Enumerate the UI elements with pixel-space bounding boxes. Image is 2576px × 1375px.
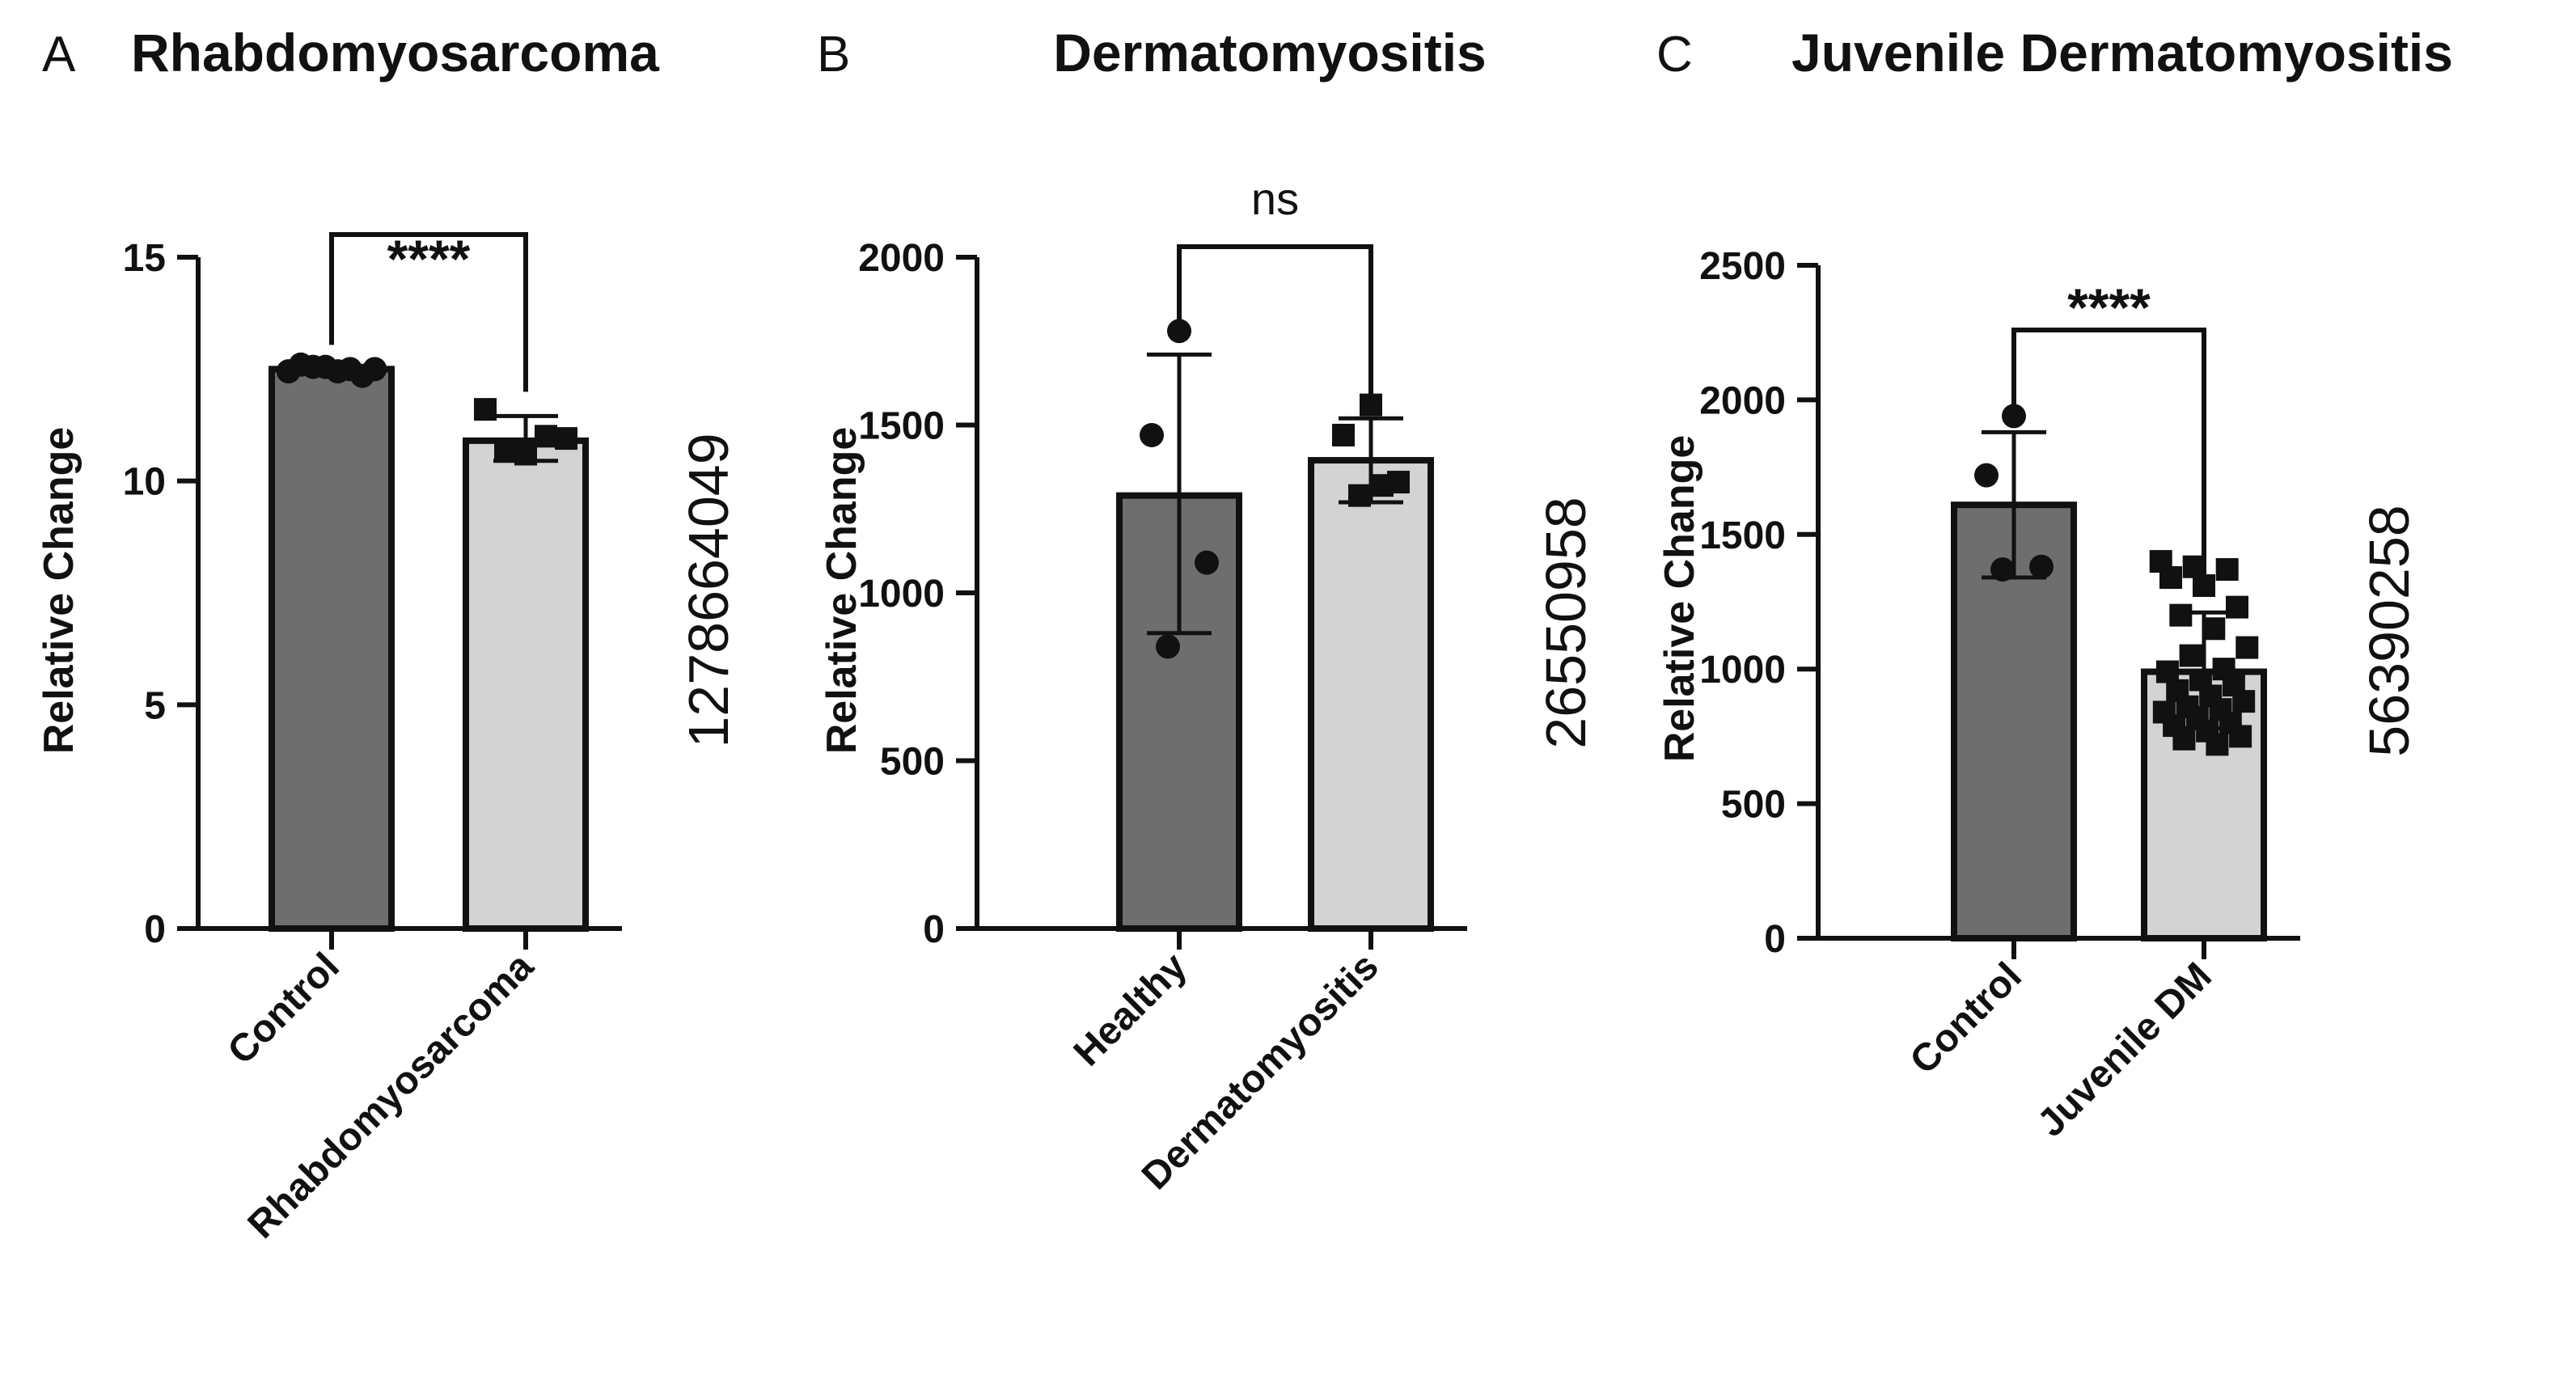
panel-a-y-tick-label: 0 xyxy=(144,908,166,951)
panel-a-bar-disease xyxy=(463,437,589,932)
panel-c-y-tick-label: 2500 xyxy=(1699,245,1786,288)
panel-c-y-tick-label: 1500 xyxy=(1699,514,1786,557)
panel-b-y-tick-label: 1000 xyxy=(858,573,945,616)
panel-b-data-point xyxy=(1332,423,1355,446)
panel-c-data-point xyxy=(2169,603,2193,627)
panel-a-side-id: 1278664049 xyxy=(677,433,740,747)
panel-a-significance-label: **** xyxy=(387,229,471,289)
panel-c-data-point xyxy=(1990,557,2015,582)
panel-b-data-point xyxy=(1167,319,1191,344)
panel-c-data-point xyxy=(2159,566,2183,590)
panel-b-data-point xyxy=(1195,550,1219,575)
panel-c: C Juvenile Dermatomyositis Relative Chan… xyxy=(1656,23,2453,1145)
panel-a-letter: A xyxy=(42,27,76,82)
panel-c-data-point xyxy=(2232,690,2256,713)
panel-b-data-point xyxy=(1140,422,1164,447)
panel-b-title: Dermatomyositis xyxy=(1053,23,1487,82)
panel-b-significance-label: ns xyxy=(1251,173,1299,224)
panel-c-category-label: Control xyxy=(1902,954,2030,1082)
panel-c-data-point xyxy=(2229,725,2252,748)
panel-a-data-point xyxy=(514,442,537,466)
panel-b-bar-disease xyxy=(1308,457,1434,932)
panel-c-data-point xyxy=(2206,733,2229,756)
panel-c-plot-area: 0 500 1000 1500 2000 2500 Control Juvenile DM **… xyxy=(1699,245,2300,1145)
panel-b-data-point xyxy=(1156,634,1180,659)
panel-a-y-tick-label: 5 xyxy=(144,684,166,727)
panel-a-significance-bracket xyxy=(329,232,528,392)
panel-b-category-label: Healthy xyxy=(1066,945,1195,1074)
panel-b-y-tick-label: 2000 xyxy=(858,237,945,280)
panel-a-data-point xyxy=(288,352,313,377)
panel-c-y-tick-label: 500 xyxy=(1721,784,1786,827)
panel-a-y-tick-label: 10 xyxy=(123,461,166,504)
panel-b-significance-bracket xyxy=(1177,244,1373,395)
panel-c-side-id: 56390258 xyxy=(2358,505,2421,756)
panel-c-data-point xyxy=(2215,558,2239,582)
panel-c-significance-label: **** xyxy=(2067,277,2151,337)
panel-c-title: Juvenile Dermatomyositis xyxy=(1791,23,2453,82)
panel-a-title: Rhabdomyosarcoma xyxy=(131,23,660,82)
panel-a-data-point xyxy=(474,398,497,421)
panel-b-letter: B xyxy=(817,27,850,82)
panel-c-data-point xyxy=(2202,617,2226,641)
panel-c-letter: C xyxy=(1656,27,1693,82)
panel-b-data-point xyxy=(1371,474,1394,497)
panel-c-category-label: Juvenile DM xyxy=(2029,954,2220,1145)
panel-c-y-axis-label: Relative Change xyxy=(1656,435,1703,763)
panel-c-data-point xyxy=(2235,636,2259,659)
panel-c-data-point xyxy=(2029,554,2054,579)
panel-b-y-tick-label: 0 xyxy=(923,908,945,951)
panel-b-y-tick-label: 1500 xyxy=(858,405,945,448)
panel-c-y-tick-label: 0 xyxy=(1764,918,1786,961)
panel-a-y-tick-label: 15 xyxy=(123,237,166,280)
panel-b: B Dermatomyositis Relative Change 265509… xyxy=(817,23,1597,1198)
panel-c-data-point xyxy=(2172,727,2196,751)
panel-c-data-point xyxy=(2179,644,2202,667)
panel-c-y-tick-label: 1000 xyxy=(1699,649,1786,692)
panel-a-data-point xyxy=(555,427,577,451)
panel-b-data-point xyxy=(1360,393,1382,417)
panel-b-side-id: 26550958 xyxy=(1534,497,1597,748)
panel-b-y-axis-label: Relative Change xyxy=(818,427,865,755)
panel-a: A Rhabdomyosarcoma Relative Change 12786… xyxy=(36,23,740,1247)
panel-c-significance-bracket xyxy=(2011,328,2206,589)
panel-a-data-point xyxy=(313,354,338,379)
panel-a-data-point xyxy=(494,438,517,461)
panel-c-y-tick-label: 2000 xyxy=(1699,379,1786,422)
panel-a-data-point xyxy=(350,363,375,388)
panel-c-data-point xyxy=(2002,404,2026,429)
panel-b-data-point xyxy=(1348,484,1371,507)
panel-a-data-point xyxy=(535,425,557,448)
panel-c-data-point xyxy=(2225,595,2248,619)
panel-a-y-axis-label: Relative Change xyxy=(36,427,82,755)
panel-c-data-point xyxy=(1974,463,1999,488)
panel-a-category-label: Control xyxy=(220,945,348,1072)
panel-b-y-tick-label: 500 xyxy=(880,741,945,784)
panel-a-bar-control xyxy=(269,366,395,933)
